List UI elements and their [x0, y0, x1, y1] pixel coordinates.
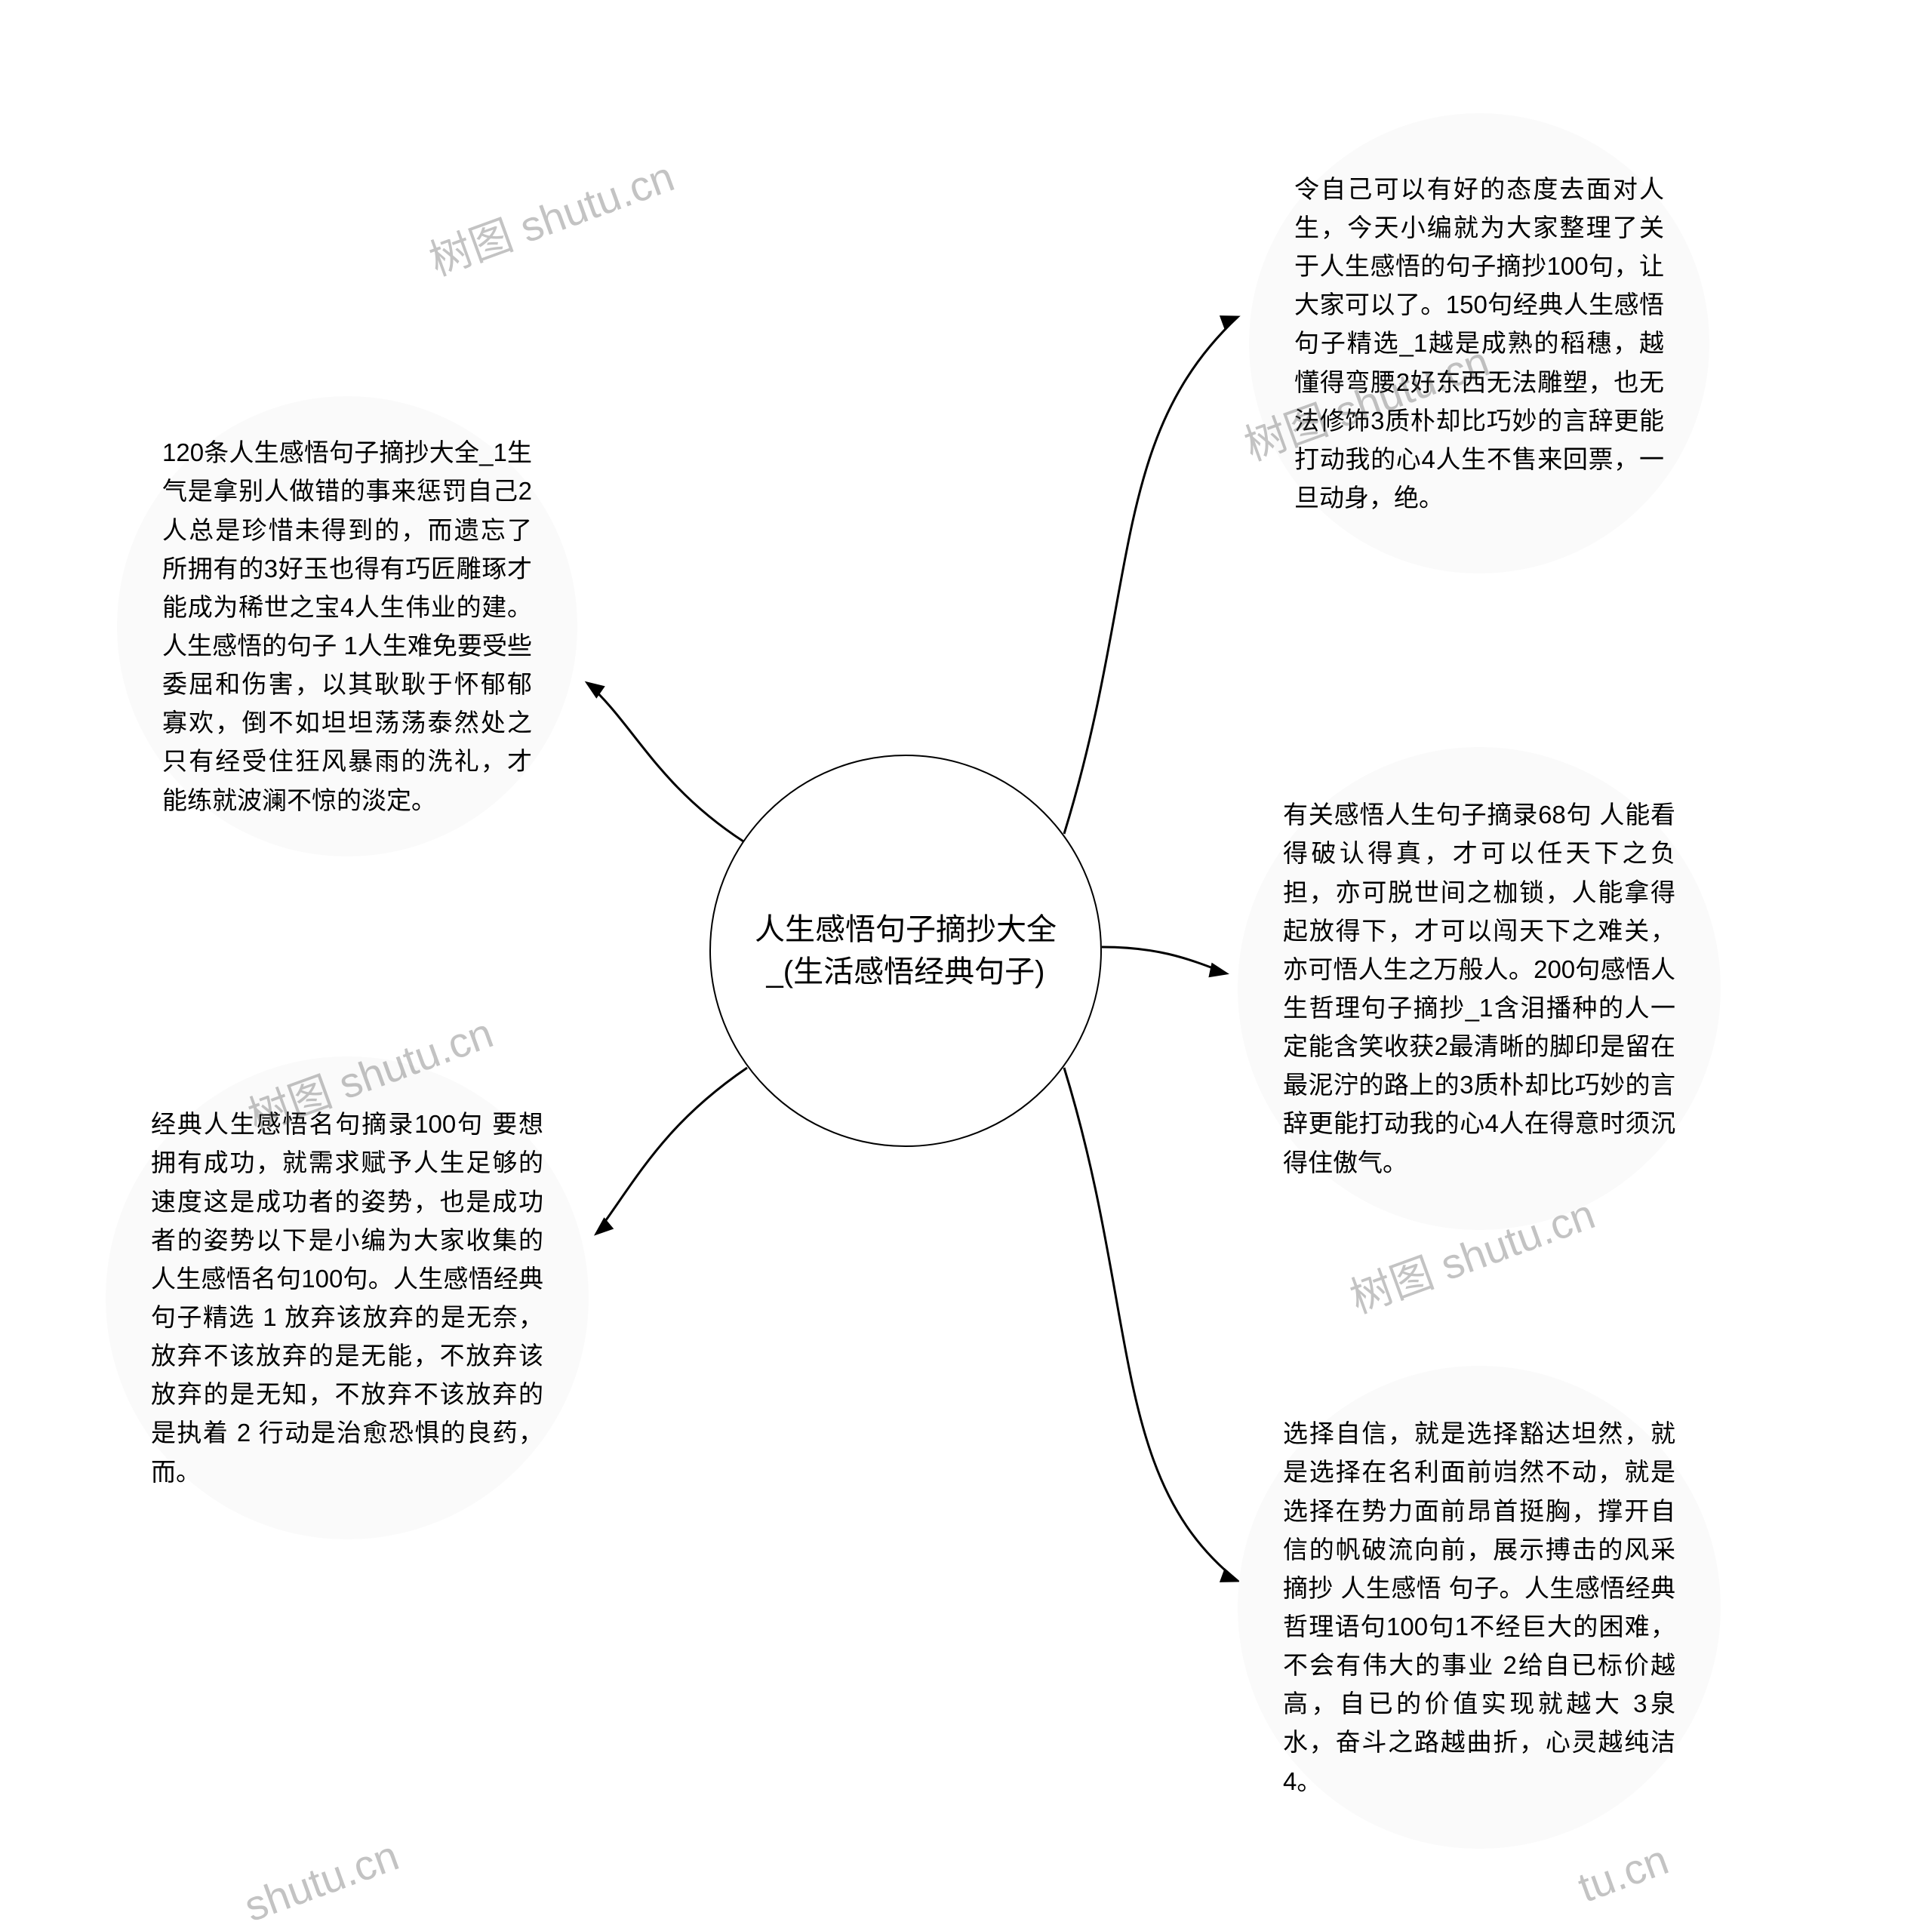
- arrowhead-node-right-middle: [1208, 963, 1229, 978]
- arrowhead-node-top-right: [1220, 315, 1241, 330]
- watermark-5: tu.cn: [1572, 1834, 1675, 1912]
- arrowhead-node-bottom-right: [1220, 1568, 1241, 1582]
- diagram-canvas: 人生感悟句子摘抄大全_(生活感悟经典句子) 令自己可以有好的态度去面对人生，今天…: [0, 0, 1932, 1917]
- connector-node-right-middle: [1102, 947, 1226, 973]
- connector-node-top-right: [1064, 317, 1238, 834]
- arrowhead-node-left-upper: [585, 681, 605, 699]
- node-bottom-right-text: 选择自信，就是选择豁达坦然，就是选择在名利面前岿然不动，就是选择在势力面前昂首挺…: [1283, 1414, 1675, 1800]
- central-node: 人生感悟句子摘抄大全_(生活感悟经典句子): [709, 755, 1102, 1147]
- node-left-upper-text: 120条人生感悟句子摘抄大全_1生气是拿别人做错的事来惩罚自己2人总是珍惜未得到…: [162, 433, 532, 819]
- connector-node-bottom-right: [1064, 1068, 1238, 1581]
- node-left-lower-text: 经典人生感悟名句摘录100句 要想拥有成功，就需求赋予人生足够的速度这是成功者的…: [151, 1105, 543, 1490]
- connector-node-left-lower: [596, 1068, 747, 1234]
- node-right-middle: 有关感悟人生句子摘录68句 人能看得破认得真，才可以任天下之负担，亦可脱世间之枷…: [1238, 747, 1721, 1230]
- node-top-right-text: 令自己可以有好的态度去面对人生，今天小编就为大家整理了关于人生感悟的句子摘抄10…: [1294, 170, 1664, 517]
- watermark-0: 树图 shutu.cn: [420, 143, 681, 287]
- node-left-upper: 120条人生感悟句子摘抄大全_1生气是拿别人做错的事来惩罚自己2人总是珍惜未得到…: [117, 396, 577, 856]
- arrowhead-node-left-lower: [594, 1217, 614, 1235]
- central-node-text: 人生感悟句子摘抄大全_(生活感悟经典句子): [740, 909, 1072, 993]
- node-top-right: 令自己可以有好的态度去面对人生，今天小编就为大家整理了关于人生感悟的句子摘抄10…: [1249, 113, 1709, 573]
- node-right-middle-text: 有关感悟人生句子摘录68句 人能看得破认得真，才可以任天下之负担，亦可脱世间之枷…: [1283, 795, 1675, 1181]
- connector-node-left-upper: [587, 683, 743, 841]
- watermark-4: shutu.cn: [238, 1831, 405, 1931]
- node-left-lower: 经典人生感悟名句摘录100句 要想拥有成功，就需求赋予人生足够的速度这是成功者的…: [106, 1056, 589, 1539]
- node-bottom-right: 选择自信，就是选择豁达坦然，就是选择在名利面前岿然不动，就是选择在势力面前昂首挺…: [1238, 1366, 1721, 1849]
